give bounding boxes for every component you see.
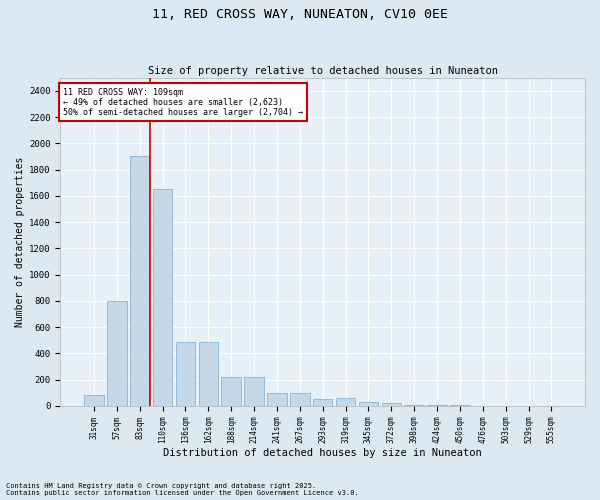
Bar <box>404 404 424 406</box>
X-axis label: Distribution of detached houses by size in Nuneaton: Distribution of detached houses by size … <box>163 448 482 458</box>
Bar <box>336 398 355 406</box>
Bar <box>427 405 447 406</box>
Bar <box>267 392 287 406</box>
Bar <box>153 190 172 406</box>
Bar <box>199 342 218 406</box>
Bar <box>176 342 195 406</box>
Text: 11 RED CROSS WAY: 109sqm
← 49% of detached houses are smaller (2,623)
50% of sem: 11 RED CROSS WAY: 109sqm ← 49% of detach… <box>63 88 303 118</box>
Bar <box>359 402 378 406</box>
Bar <box>130 156 149 406</box>
Y-axis label: Number of detached properties: Number of detached properties <box>15 156 25 327</box>
Bar <box>290 392 310 406</box>
Bar <box>313 400 332 406</box>
Bar <box>382 402 401 406</box>
Text: Contains HM Land Registry data © Crown copyright and database right 2025.: Contains HM Land Registry data © Crown c… <box>6 483 316 489</box>
Text: Contains public sector information licensed under the Open Government Licence v3: Contains public sector information licen… <box>6 490 359 496</box>
Text: 11, RED CROSS WAY, NUNEATON, CV10 0EE: 11, RED CROSS WAY, NUNEATON, CV10 0EE <box>152 8 448 20</box>
Bar <box>84 396 104 406</box>
Bar <box>221 377 241 406</box>
Bar <box>244 377 264 406</box>
Title: Size of property relative to detached houses in Nuneaton: Size of property relative to detached ho… <box>148 66 497 76</box>
Bar <box>107 301 127 406</box>
